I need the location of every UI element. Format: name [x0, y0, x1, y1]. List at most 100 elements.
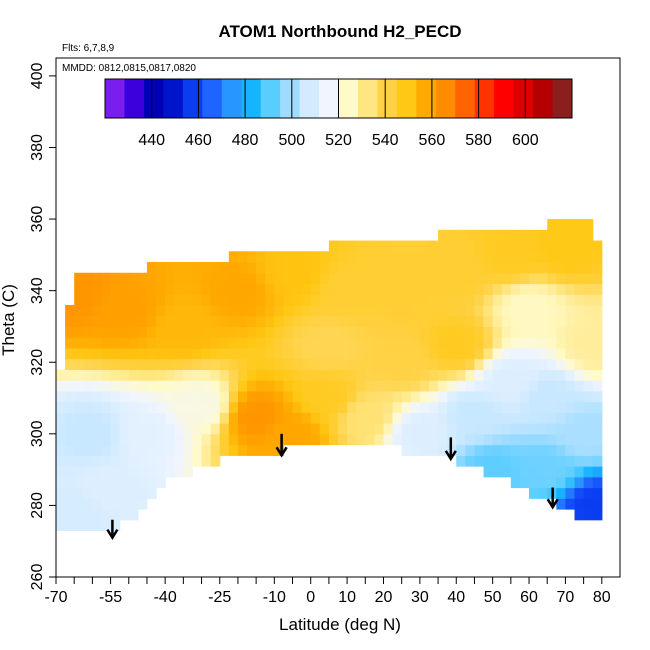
heatmap-cell	[156, 315, 166, 328]
heatmap-cell	[583, 315, 594, 328]
heatmap-cell	[338, 272, 348, 285]
heatmap-cell	[228, 358, 239, 370]
heatmap-cell	[338, 433, 348, 446]
heatmap-cell	[92, 390, 103, 403]
heatmap-cell	[210, 369, 221, 381]
heatmap-cell	[146, 466, 157, 478]
x-tick-label: 50	[484, 589, 502, 606]
heatmap-cell	[547, 240, 557, 252]
heatmap-cell	[283, 251, 294, 263]
heatmap-cell	[328, 272, 339, 285]
heatmap-cell	[392, 251, 403, 263]
heatmap-cell	[219, 272, 230, 285]
heatmap-cell	[483, 358, 494, 370]
heatmap-cell	[365, 304, 375, 317]
heatmap-cell	[210, 337, 221, 349]
heatmap-cell	[556, 466, 567, 478]
heatmap-cell	[310, 369, 321, 381]
heatmap-cell	[328, 283, 339, 295]
heatmap-cell	[110, 380, 121, 392]
heatmap-cell	[410, 390, 421, 403]
heatmap-cell	[474, 240, 485, 252]
heatmap-cell	[65, 412, 75, 424]
heatmap-cell	[128, 455, 139, 467]
heatmap-cell	[538, 229, 548, 242]
heatmap-cell	[383, 240, 394, 252]
heatmap-cell	[492, 423, 503, 435]
y-tick-label: 280	[29, 492, 46, 519]
colorbar-swatch	[280, 79, 301, 118]
heatmap-cell	[465, 390, 476, 403]
heatmap-cell	[328, 369, 339, 381]
heatmap-cell	[501, 380, 512, 392]
heatmap-cell	[574, 412, 585, 424]
heatmap-cell	[383, 380, 394, 392]
heatmap-cell	[392, 283, 403, 295]
heatmap-cell	[237, 358, 248, 370]
heatmap-cell	[365, 412, 375, 424]
heatmap-cell	[510, 337, 521, 349]
heatmap-cell	[501, 466, 512, 478]
heatmap-cell	[192, 390, 203, 403]
heatmap-cell	[347, 337, 357, 349]
heatmap-cell	[565, 337, 576, 349]
heatmap-cell	[574, 444, 585, 456]
heatmap-cell	[529, 240, 539, 252]
heatmap-cell	[228, 380, 239, 392]
heatmap-cell	[519, 466, 530, 478]
heatmap-cell	[328, 423, 339, 435]
heatmap-cell	[456, 423, 466, 435]
heatmap-cell	[447, 423, 457, 435]
heatmap-cell	[292, 337, 303, 349]
heatmap-cell	[592, 315, 603, 328]
heatmap-cell	[292, 433, 303, 446]
heatmap-cell	[228, 304, 239, 317]
heatmap-cell	[592, 380, 603, 392]
heatmap-cell	[110, 487, 121, 499]
heatmap-cell	[428, 423, 439, 435]
heatmap-cell	[401, 262, 412, 274]
heatmap-cell	[465, 444, 476, 456]
heatmap-cell	[501, 337, 512, 349]
colorbar-swatch	[513, 79, 534, 118]
heatmap-cell	[456, 304, 466, 317]
heatmap-cell	[146, 283, 157, 295]
heatmap-cell	[110, 466, 121, 478]
heatmap-cell	[201, 304, 212, 317]
heatmap-cell	[137, 380, 148, 392]
heatmap-cell	[574, 380, 585, 392]
heatmap-cell	[165, 315, 175, 328]
heatmap-cell	[538, 476, 548, 489]
heatmap-cell	[538, 390, 548, 403]
heatmap-cell	[365, 380, 375, 392]
heatmap-cell	[583, 433, 594, 446]
heatmap-cell	[101, 294, 112, 306]
heatmap-cell	[419, 369, 430, 381]
heatmap-cell	[83, 294, 93, 306]
heatmap-cell	[219, 337, 230, 349]
heatmap-cell	[74, 272, 84, 285]
heatmap-cell	[547, 358, 557, 370]
heatmap-cell	[547, 283, 557, 295]
heatmap-cell	[574, 251, 585, 263]
heatmap-cell	[483, 401, 494, 413]
heatmap-cell	[428, 412, 439, 424]
heatmap-cell	[119, 337, 130, 349]
heatmap-cell	[56, 423, 66, 435]
heatmap-cell	[146, 315, 157, 328]
down-arrow-marker	[275, 433, 288, 458]
heatmap-cell	[401, 304, 412, 317]
heatmap-cell	[110, 315, 121, 328]
heatmap-cell	[156, 304, 166, 317]
heatmap-cell	[83, 369, 93, 381]
heatmap-cell	[438, 401, 448, 413]
heatmap-cell	[192, 433, 203, 446]
heatmap-cell	[219, 315, 230, 328]
heatmap-cell	[465, 337, 476, 349]
heatmap-cell	[410, 358, 421, 370]
heatmap-cell	[565, 272, 576, 285]
heatmap-cell	[319, 401, 330, 413]
heatmap-cell	[92, 412, 103, 424]
heatmap-cell	[301, 412, 312, 424]
heatmap-cell	[592, 433, 603, 446]
